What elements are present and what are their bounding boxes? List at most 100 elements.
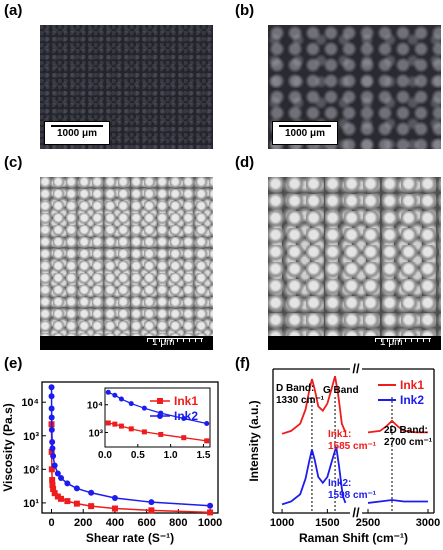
spectrum-ink2 <box>367 499 428 504</box>
scale-label-c: 1 μm <box>152 337 175 348</box>
y-tick-label: 10¹ <box>23 498 39 510</box>
panel-label-d: (d) <box>235 154 255 171</box>
inset-point-ink1 <box>118 423 124 429</box>
inset-point-ink1 <box>158 431 164 437</box>
annotation: G Band <box>323 385 359 396</box>
axis-break-mark-top: // <box>352 361 360 376</box>
legend-label-ink2: Ink2 <box>400 393 424 407</box>
sem-databar-d: 1 μm <box>268 336 441 350</box>
inset-point-ink2 <box>181 415 187 421</box>
legend-label-ink1: Ink1 <box>400 378 424 392</box>
inset-y-tick-label: 10⁴ <box>87 401 103 412</box>
annotation: Ink2: <box>328 478 351 489</box>
inset-point-ink2 <box>118 396 124 402</box>
annotation: Ink1: <box>328 429 351 440</box>
panel-label-f: (f) <box>235 355 250 372</box>
x-tick-label: 200 <box>74 517 92 529</box>
y-axis-label: Intensity (a.u.) <box>247 400 261 481</box>
panel-label-e: (e) <box>4 355 23 372</box>
y-tick-label: 10² <box>23 464 39 476</box>
data-point-ink1 <box>111 505 118 512</box>
sem-image-c: 1 μm <box>40 177 213 350</box>
data-point-ink1 <box>148 507 155 514</box>
raman-chart: // // 1000 1500 2500 3000 Raman Shift (cm⁻¹) In… <box>247 361 440 545</box>
data-point-ink2 <box>64 480 71 487</box>
x-tick-label: 1500 <box>315 517 339 529</box>
inset-point-ink2 <box>105 389 111 395</box>
data-point-ink1 <box>88 503 95 510</box>
data-point-ink2 <box>48 393 55 400</box>
inset-point-ink1 <box>128 426 134 432</box>
inset-point-ink1 <box>141 429 147 435</box>
legend-marker-ink2 <box>157 413 163 419</box>
y-axis-label: Viscosity (Pa.s) <box>1 403 15 492</box>
inset-point-ink1 <box>105 420 111 426</box>
data-point-ink1 <box>207 509 214 516</box>
annotation: D Band: <box>276 383 314 394</box>
inset-y-tick-label: 10³ <box>89 428 104 439</box>
inset-point-ink2 <box>112 392 118 398</box>
spectrum-ink1 <box>367 419 428 434</box>
legend-marker-ink1 <box>157 398 163 404</box>
inset-x-tick-label: 0.0 <box>98 450 112 461</box>
data-point-ink2 <box>58 475 65 482</box>
panel-label-b: (b) <box>235 2 255 19</box>
panel-label-a: (a) <box>4 2 23 19</box>
x-tick-label: 1000 <box>198 517 222 529</box>
y-tick-label: 10³ <box>23 431 39 443</box>
data-point-ink2 <box>48 405 55 412</box>
legend-label-ink2: Ink2 <box>174 409 198 423</box>
inset-point-ink1 <box>181 435 187 441</box>
sem-image-d: 1 μm <box>268 177 441 350</box>
x-tick-label: 600 <box>137 517 155 529</box>
data-point-ink2 <box>54 470 61 477</box>
inset-point-ink1 <box>112 421 118 427</box>
annotation: 2700 cm⁻¹ <box>384 437 433 448</box>
data-point-ink2 <box>48 426 55 433</box>
data-point-ink2 <box>207 502 214 509</box>
inset-x-tick-label: 1.5 <box>196 450 210 461</box>
x-tick-label: 2500 <box>356 517 380 529</box>
axis-break-mark: // <box>352 505 360 520</box>
data-point-ink2 <box>148 499 155 506</box>
data-point-ink2 <box>111 494 118 501</box>
x-tick-label: 3000 <box>416 517 440 529</box>
optical-image-b: 1000 μm <box>268 25 441 149</box>
data-point-ink2 <box>51 462 58 469</box>
inset-point-ink1 <box>204 438 210 444</box>
sem-databar-c: 1 μm <box>40 336 213 350</box>
data-point-ink1 <box>51 490 58 497</box>
data-point-ink1 <box>48 466 55 473</box>
data-point-ink1 <box>64 498 71 505</box>
plot-frame <box>41 381 219 514</box>
panel-label-c: (c) <box>4 154 23 171</box>
legend-label-ink1: Ink1 <box>174 394 198 408</box>
spectrum-ink1 <box>281 375 347 435</box>
scale-bar-a: 1000 μm <box>44 121 110 145</box>
data-point-ink1 <box>73 500 80 507</box>
scale-label-d: 1 μm <box>380 337 403 348</box>
data-point-ink1 <box>49 477 56 484</box>
x-axis-label: Shear rate (S⁻¹) <box>86 531 174 545</box>
data-point-ink1 <box>50 485 57 492</box>
annotation: 1585 cm⁻¹ <box>328 441 377 452</box>
data-point-ink1 <box>48 448 55 455</box>
x-tick-label: 1000 <box>270 517 294 529</box>
data-point-ink1 <box>58 495 65 502</box>
inset-point-ink2 <box>204 421 210 427</box>
x-axis-label: Raman Shift (cm⁻¹) <box>299 531 408 545</box>
optical-image-a: 1000 μm <box>40 25 213 149</box>
data-point-ink2 <box>88 489 95 496</box>
y-tick-label: 10⁴ <box>21 397 39 409</box>
data-point-ink2 <box>73 485 80 492</box>
x-tick-label: 800 <box>169 517 187 529</box>
inset-point-ink2 <box>128 401 134 407</box>
data-point-ink2 <box>49 445 56 452</box>
spectrum-ink2 <box>281 446 347 506</box>
data-point-ink1 <box>54 493 61 500</box>
x-tick-label: 0 <box>48 517 54 529</box>
annotation: 2D Band: <box>384 425 428 436</box>
annotation: 1598 cm⁻¹ <box>328 490 377 501</box>
annotation: 1330 cm⁻¹ <box>276 395 325 406</box>
inset-x-tick-label: 1.0 <box>164 450 178 461</box>
